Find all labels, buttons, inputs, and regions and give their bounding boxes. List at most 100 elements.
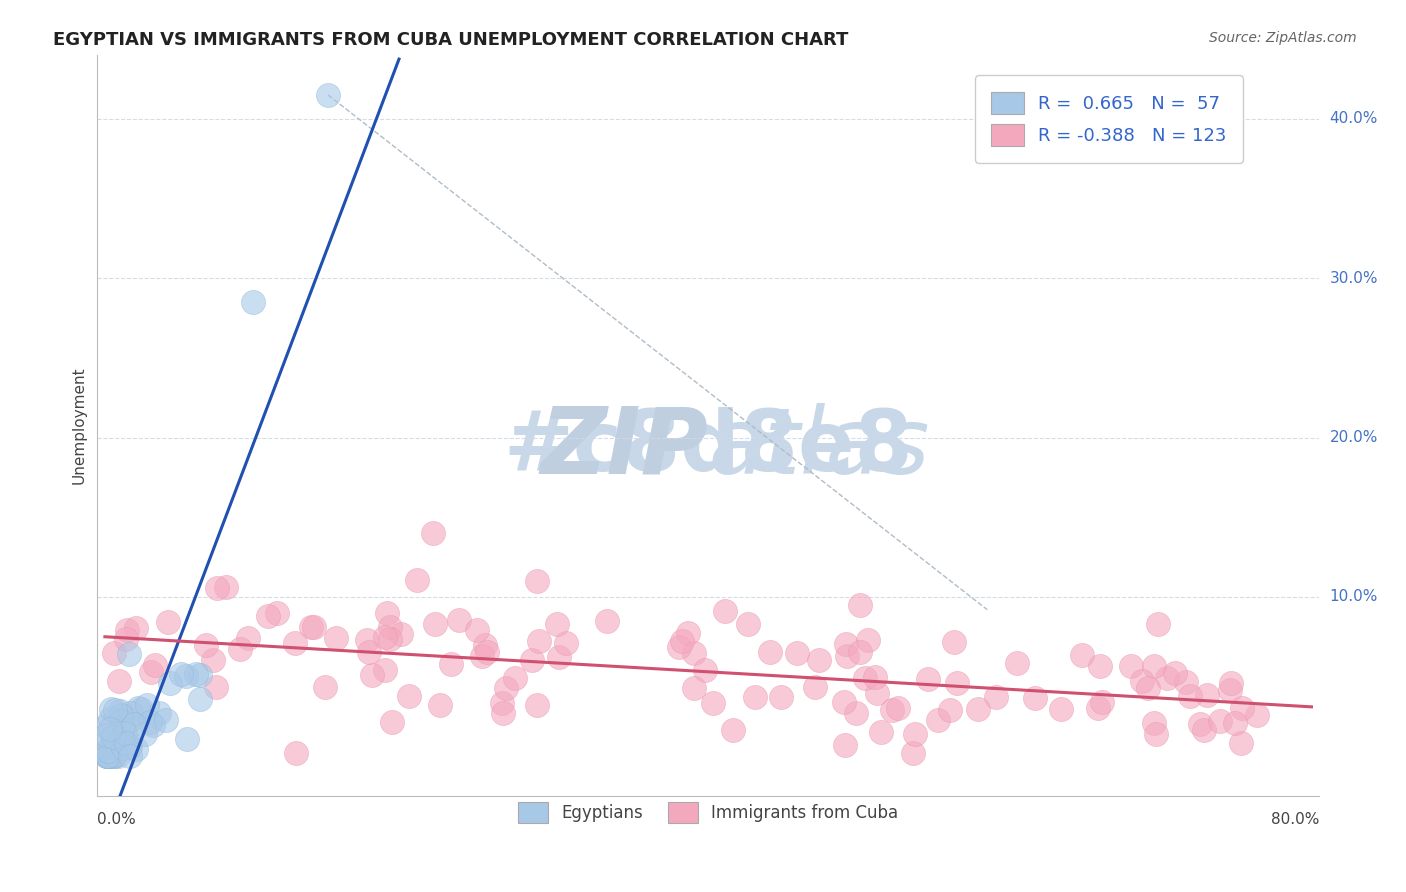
- Point: [215, 580, 238, 594]
- Point: [1230, 736, 1253, 750]
- Point: [1087, 701, 1109, 715]
- Point: [946, 676, 969, 690]
- Point: [96, 719, 118, 733]
- Point: [702, 696, 724, 710]
- Point: [917, 672, 939, 686]
- Point: [835, 648, 858, 663]
- Point: [202, 652, 225, 666]
- Point: [118, 713, 141, 727]
- Point: [714, 604, 737, 618]
- Point: [1143, 658, 1166, 673]
- Point: [373, 630, 395, 644]
- Point: [139, 665, 162, 680]
- Point: [491, 697, 513, 711]
- Point: [139, 714, 162, 729]
- Point: [863, 671, 886, 685]
- Point: [1119, 659, 1142, 673]
- Legend: Egyptians, Immigrants from Cuba: Egyptians, Immigrants from Cuba: [505, 789, 912, 836]
- Point: [1219, 682, 1241, 697]
- Point: [101, 731, 124, 745]
- Point: [174, 669, 197, 683]
- Point: [266, 607, 288, 621]
- Point: [170, 666, 193, 681]
- Point: [100, 722, 122, 736]
- Point: [361, 668, 384, 682]
- Point: [804, 680, 827, 694]
- Point: [526, 698, 548, 713]
- Point: [97, 744, 120, 758]
- Point: [406, 573, 429, 587]
- Point: [314, 681, 336, 695]
- Point: [100, 702, 122, 716]
- Point: [849, 599, 872, 613]
- Point: [107, 749, 129, 764]
- Text: EGYPTIAN VS IMMIGRANTS FROM CUBA UNEMPLOYMENT CORRELATION CHART: EGYPTIAN VS IMMIGRANTS FROM CUBA UNEMPLO…: [53, 31, 849, 49]
- Point: [242, 295, 264, 310]
- Point: [378, 620, 401, 634]
- Point: [98, 749, 121, 764]
- Point: [257, 609, 280, 624]
- Text: 20.0%: 20.0%: [1330, 430, 1378, 445]
- Text: 40.0%: 40.0%: [1330, 112, 1378, 127]
- Point: [425, 617, 447, 632]
- Point: [849, 645, 872, 659]
- Point: [375, 607, 398, 621]
- Point: [903, 727, 925, 741]
- Point: [474, 638, 496, 652]
- Point: [110, 714, 132, 729]
- Point: [145, 657, 167, 672]
- Point: [125, 742, 148, 756]
- Point: [1143, 715, 1166, 730]
- Point: [1223, 716, 1246, 731]
- Point: [391, 627, 413, 641]
- Point: [176, 731, 198, 746]
- Point: [1005, 656, 1028, 670]
- Point: [98, 739, 121, 754]
- Point: [1180, 689, 1202, 703]
- Point: [984, 690, 1007, 704]
- Point: [477, 645, 499, 659]
- Point: [759, 645, 782, 659]
- Point: [1156, 672, 1178, 686]
- Point: [1070, 648, 1092, 663]
- Point: [104, 748, 127, 763]
- Point: [856, 633, 879, 648]
- Point: [115, 632, 138, 646]
- Point: [316, 87, 339, 102]
- Point: [683, 681, 706, 696]
- Point: [1049, 702, 1071, 716]
- Point: [112, 740, 135, 755]
- Point: [471, 649, 494, 664]
- Point: [1136, 681, 1159, 695]
- Point: [114, 739, 136, 754]
- Text: ZIP: ZIP: [540, 403, 709, 493]
- Point: [104, 739, 127, 754]
- Point: [870, 725, 893, 739]
- Point: [129, 702, 152, 716]
- Text: atlas: atlas: [709, 403, 929, 493]
- Point: [356, 632, 378, 647]
- Point: [1246, 707, 1268, 722]
- Point: [229, 641, 252, 656]
- Point: [98, 749, 121, 764]
- Point: [845, 706, 868, 720]
- Point: [284, 636, 307, 650]
- Point: [374, 663, 396, 677]
- Point: [546, 617, 568, 632]
- Point: [744, 690, 766, 705]
- Point: [1163, 665, 1185, 680]
- Point: [853, 672, 876, 686]
- Point: [378, 632, 401, 646]
- Point: [205, 681, 228, 695]
- Point: [398, 690, 420, 704]
- Point: [117, 624, 139, 638]
- Point: [325, 631, 347, 645]
- Point: [520, 652, 543, 666]
- Point: [359, 645, 381, 659]
- Point: [127, 700, 149, 714]
- Point: [155, 713, 177, 727]
- Point: [1144, 727, 1167, 741]
- Point: [124, 716, 146, 731]
- Point: [135, 698, 157, 712]
- Point: [103, 749, 125, 764]
